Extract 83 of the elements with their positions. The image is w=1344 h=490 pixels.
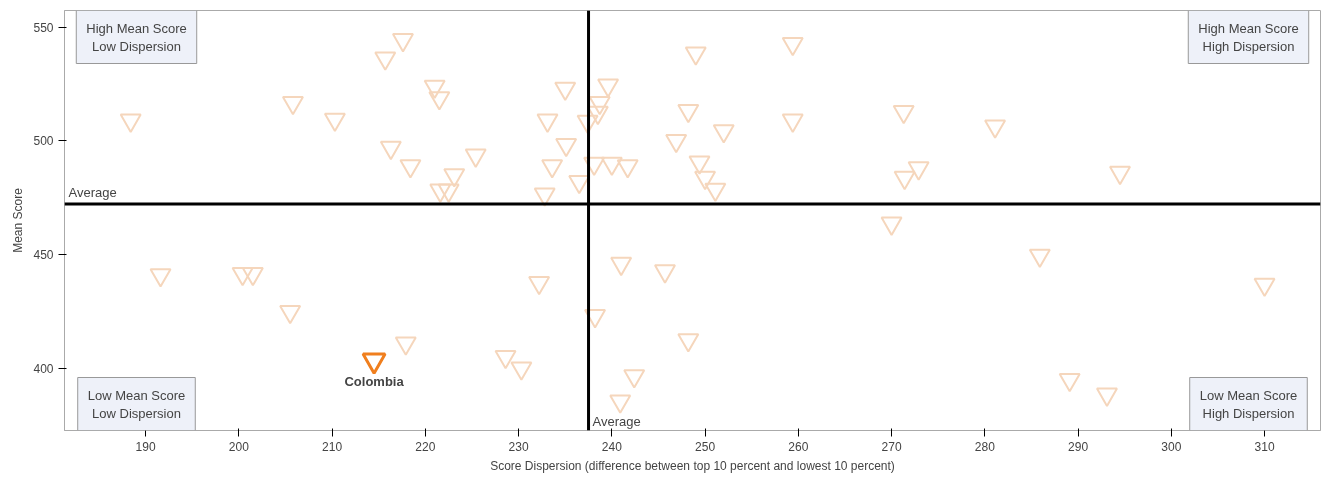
point [399, 159, 422, 179]
point [1253, 277, 1276, 298]
y-tick-label: 500 [33, 134, 54, 149]
point [541, 159, 564, 179]
x-tick-label: 250 [695, 439, 716, 454]
point [704, 182, 727, 203]
point [653, 264, 676, 284]
point [464, 148, 487, 168]
x-tick-label: 220 [415, 439, 436, 454]
point [119, 113, 142, 133]
x-tick-label: 310 [1254, 439, 1275, 454]
x-tick-label: 200 [228, 439, 250, 454]
point [536, 113, 559, 133]
point [1058, 373, 1081, 393]
x-tick-label: 300 [1161, 439, 1182, 454]
point [684, 46, 707, 66]
point [374, 51, 397, 71]
point [241, 267, 264, 287]
x-tick-label: 190 [135, 439, 156, 454]
point [893, 170, 916, 191]
y-tick-label: 400 [33, 361, 54, 376]
x-tick-label: 290 [1068, 439, 1089, 454]
point [665, 134, 688, 154]
x-tick-label: 230 [508, 439, 529, 454]
point [391, 33, 414, 53]
y-tick-label: 550 [33, 20, 54, 35]
annotation: Low Mean Score High Dispersion [1199, 387, 1298, 421]
point [528, 275, 551, 296]
point [609, 394, 632, 414]
point [1109, 165, 1132, 186]
point [576, 114, 599, 135]
point [394, 336, 417, 356]
y-tick-label: 450 [33, 248, 54, 262]
point [437, 183, 460, 203]
point [510, 361, 533, 381]
point [379, 140, 402, 161]
point [583, 156, 606, 177]
point [984, 119, 1007, 139]
x-tick-label: 260 [788, 439, 809, 454]
point [623, 369, 646, 389]
point [892, 104, 915, 125]
x-tick-label: 240 [601, 439, 623, 454]
annotation: Colombia [344, 374, 405, 390]
point [688, 155, 711, 175]
point [600, 156, 623, 177]
point [781, 113, 804, 133]
point [588, 96, 611, 116]
point [616, 159, 639, 179]
ref-line-label: Average [592, 413, 641, 429]
point [554, 81, 577, 102]
point [781, 36, 804, 57]
point [1028, 248, 1051, 268]
point [712, 124, 735, 144]
point [428, 91, 451, 111]
annotation: High Mean Score High Dispersion [1198, 20, 1299, 54]
point [279, 305, 302, 325]
point [880, 216, 903, 236]
point [494, 350, 517, 370]
point [677, 333, 700, 353]
point [1095, 387, 1118, 407]
annotation: High Mean Score Low Dispersion [86, 20, 187, 54]
point [610, 256, 633, 277]
annotation: Low Mean Score Low Dispersion [87, 387, 186, 421]
point [584, 309, 607, 329]
point [361, 352, 387, 375]
point [443, 168, 466, 188]
point [597, 78, 620, 98]
y-axis-title: Mean Score [11, 187, 26, 253]
x-tick-label: 280 [974, 439, 996, 454]
x-axis-title: Score Dispersion (difference between top 10 percent and lowest 10 percent) [490, 458, 895, 473]
point [429, 183, 452, 203]
point [694, 170, 717, 191]
point [555, 137, 578, 158]
point [907, 161, 930, 181]
point [231, 267, 254, 287]
point [677, 104, 700, 124]
x-tick-label: 210 [322, 439, 343, 454]
x-tick-label: 270 [881, 439, 902, 454]
ref-line-label: Average [68, 185, 117, 201]
point [149, 268, 172, 288]
point [323, 112, 346, 132]
point [281, 96, 304, 116]
point [423, 79, 446, 99]
